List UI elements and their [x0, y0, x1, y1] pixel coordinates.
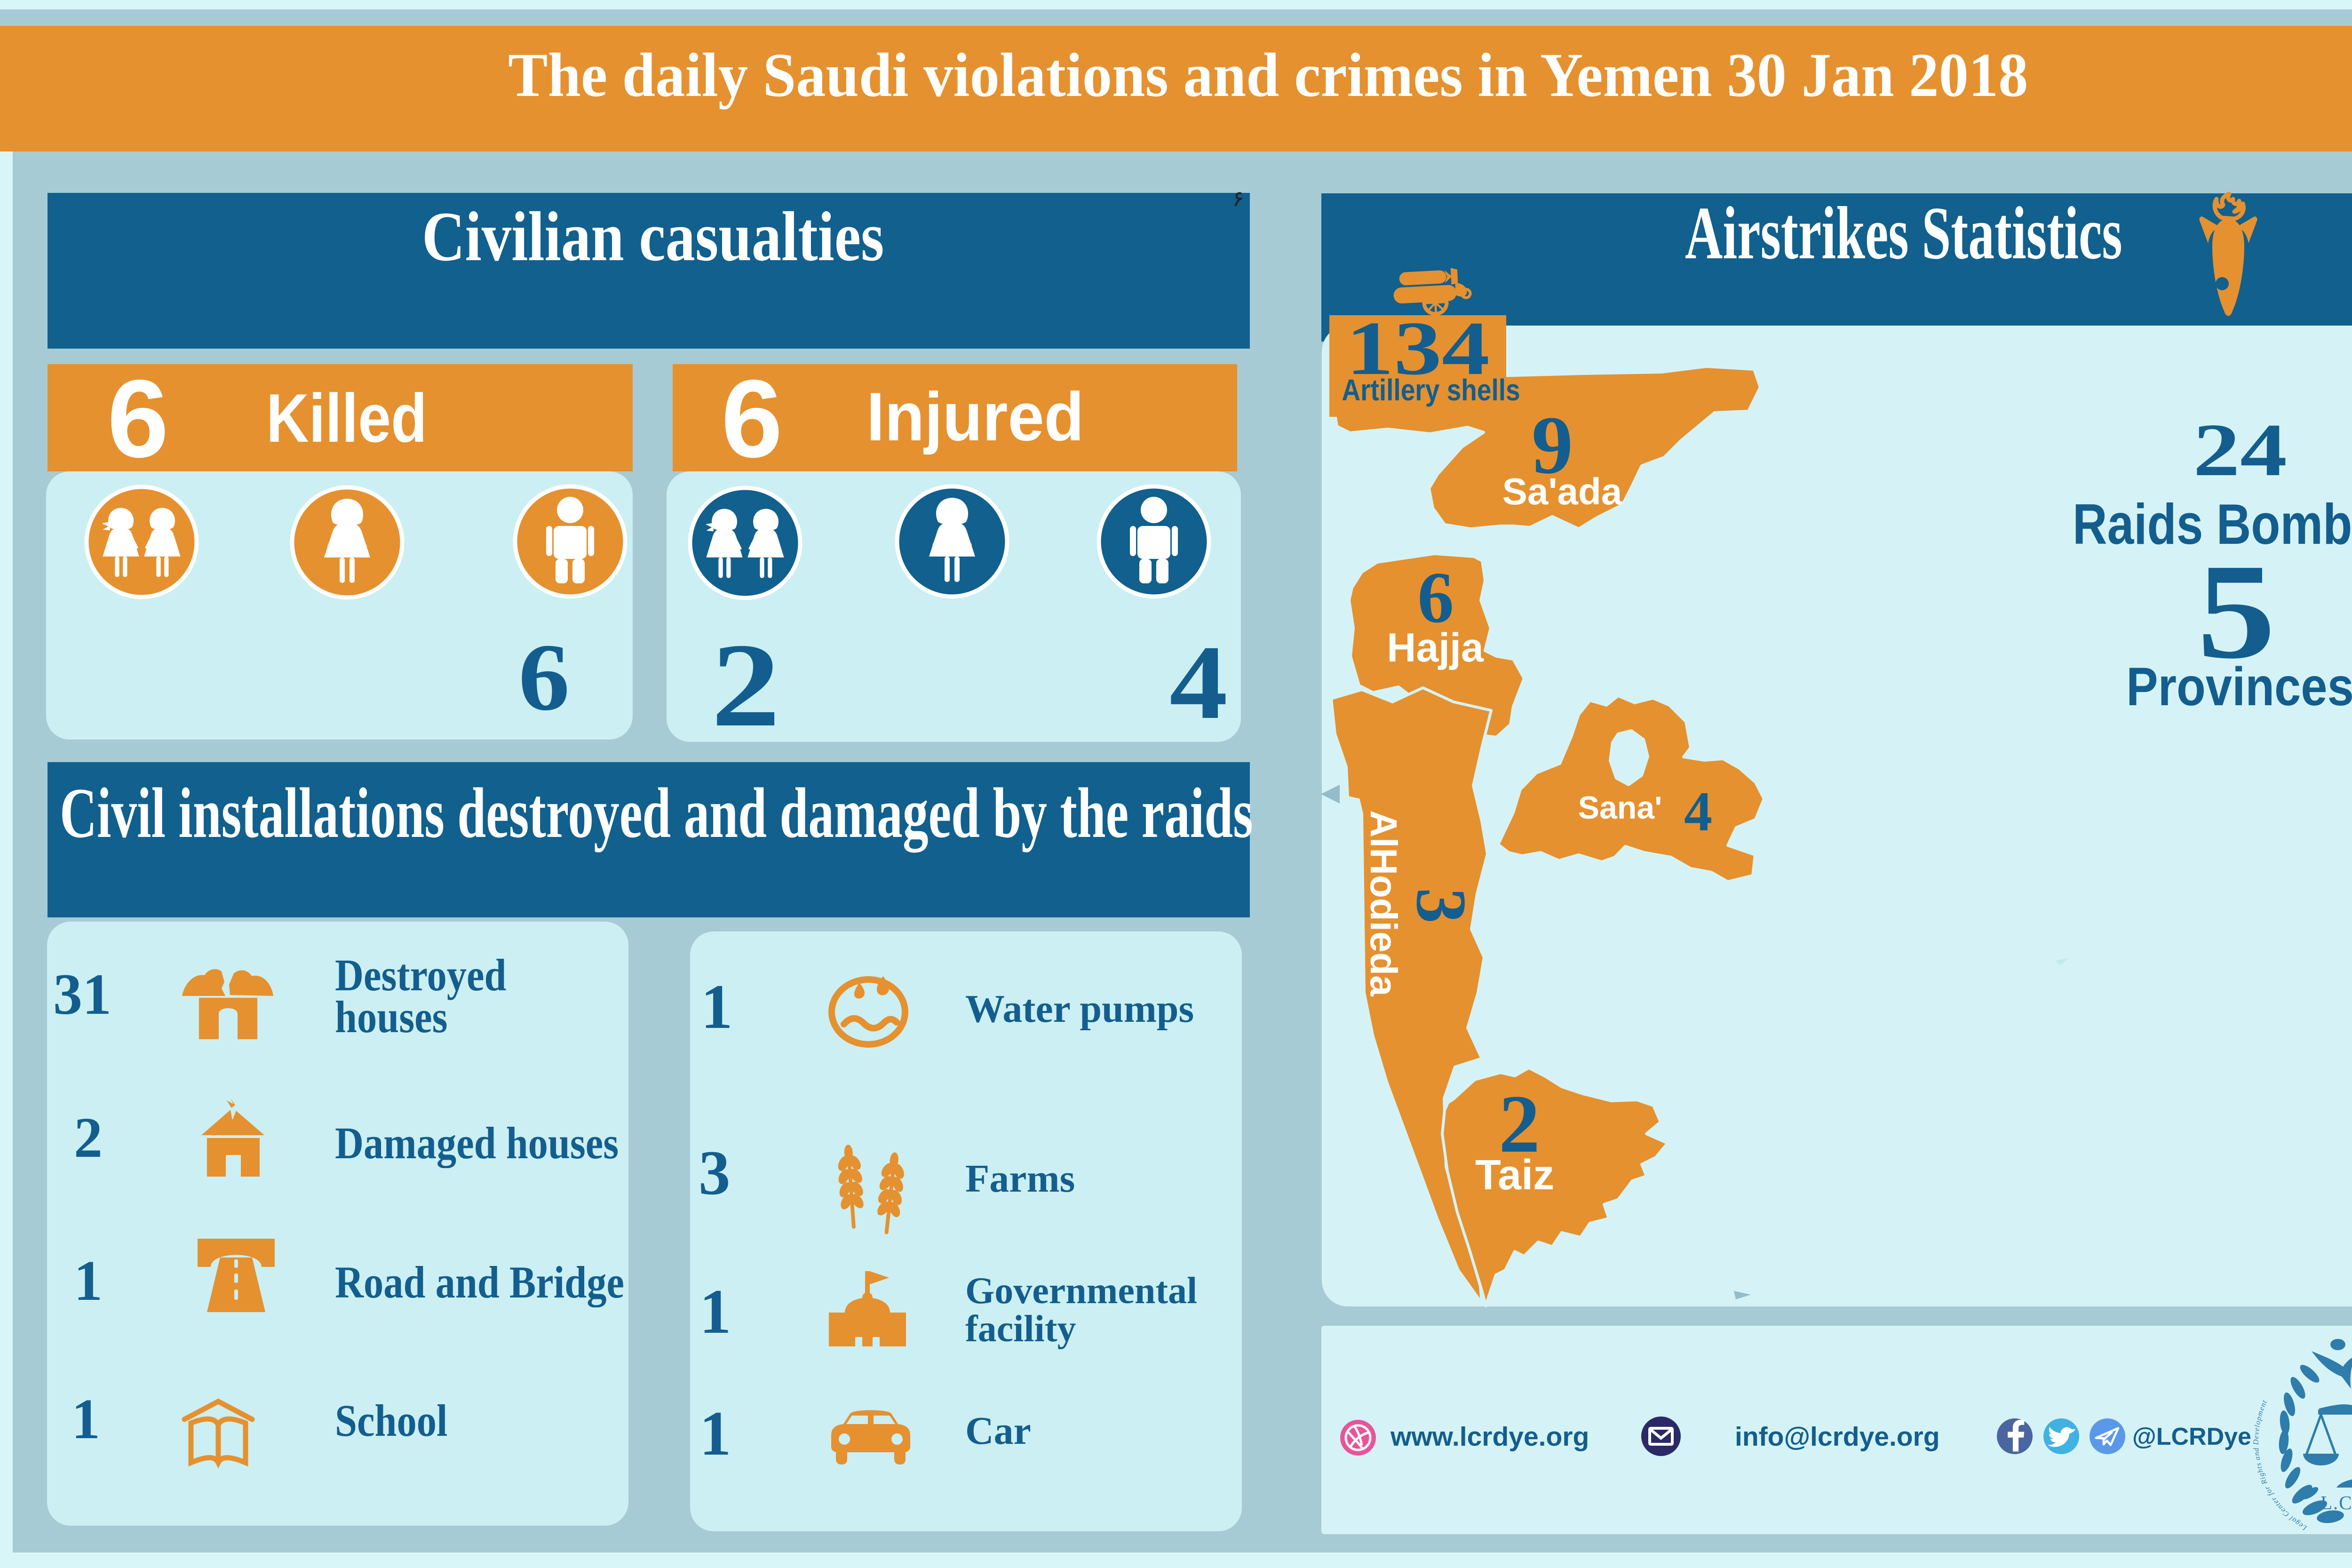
svg-text:4: 4: [1684, 780, 1712, 843]
svg-text:L.C.R.D: L.C.R.D: [2320, 1492, 2352, 1513]
svg-text:2: 2: [1499, 1078, 1540, 1170]
svg-text:Sana': Sana': [1578, 790, 1662, 826]
svg-text:9: 9: [1532, 399, 1573, 491]
svg-text:Sa'ada: Sa'ada: [1502, 470, 1622, 512]
svg-text:6: 6: [1417, 557, 1454, 638]
svg-text:3: 3: [1402, 888, 1481, 923]
svg-text:Hajja: Hajja: [1387, 625, 1484, 670]
svg-text:Taiz: Taiz: [1475, 1152, 1554, 1199]
svg-text:AlHodieda: AlHodieda: [1363, 810, 1405, 996]
